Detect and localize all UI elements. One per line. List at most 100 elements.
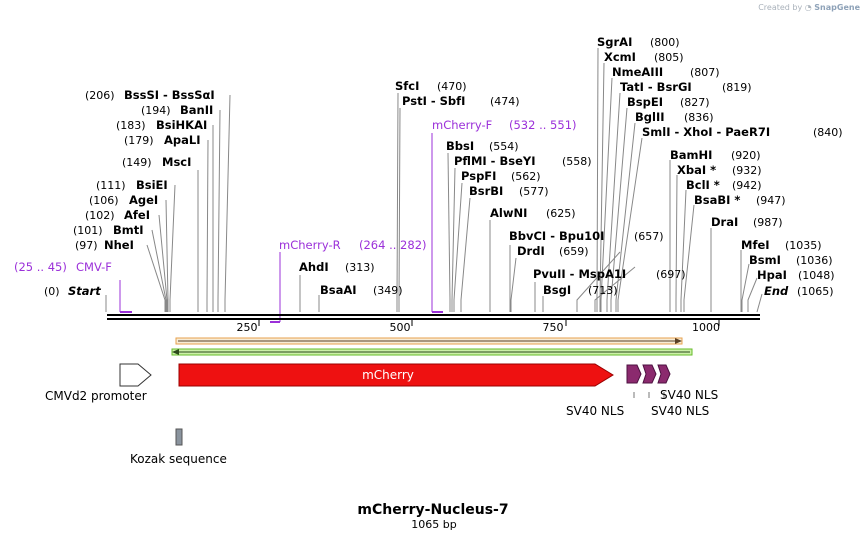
primer-cmv-f-range: (25 .. 45)	[14, 260, 67, 274]
site-pos: (819)	[722, 81, 752, 94]
site-label-pvuii[interactable]: PvuII - MspA1I	[533, 267, 626, 281]
map-title: mCherry-Nucleus-7	[357, 502, 508, 518]
cmvd2-promoter-label: CMVd2 promoter	[45, 389, 147, 403]
site-label-pflmi[interactable]: PflMI - BseYI	[454, 154, 535, 168]
start-label: Start	[68, 284, 101, 298]
site-pos: (800)	[650, 36, 680, 49]
site-label-smli[interactable]: SmlI - XhoI - PaeR7I	[642, 125, 770, 139]
site-pos: (697)	[656, 268, 686, 281]
site-pos: (106)	[89, 194, 119, 207]
site-label-msci[interactable]: MscI	[162, 155, 191, 169]
site-pos: (349)	[373, 284, 403, 297]
site-pos: (657)	[634, 230, 664, 243]
site-label-hpai[interactable]: HpaI	[757, 268, 787, 282]
site-label-alwni[interactable]: AlwNI	[490, 206, 527, 220]
snapgene-logo-icon: ◔	[804, 3, 812, 12]
site-label-nhei[interactable]: NheI	[104, 238, 134, 252]
site-label-agei[interactable]: AgeI	[129, 193, 158, 207]
sv40-nls-3-arrow[interactable]	[657, 364, 671, 384]
site-pos: (97)	[75, 239, 98, 252]
site-label-nmeaiii[interactable]: NmeAIII	[612, 65, 663, 79]
primer-mcherry-r-range: (264 .. 282)	[359, 238, 427, 252]
site-pos: (1036)	[796, 254, 833, 267]
map-length: 1065 bp	[411, 518, 456, 531]
site-group-middle: SfcI (470) PstI - SbfI (474) BbsI (554) …	[395, 79, 686, 297]
orf-forward[interactable]	[175, 337, 683, 345]
site-label-xcmi[interactable]: XcmI	[604, 50, 636, 64]
site-label-bsrbi[interactable]: BsrBI	[469, 184, 503, 198]
site-label-bbsi[interactable]: BbsI	[446, 139, 474, 153]
mcherry-label: mCherry	[362, 368, 414, 382]
site-pos: (111)	[96, 179, 126, 192]
kozak-sequence-box[interactable]	[175, 428, 183, 446]
sequence-backbone	[107, 314, 760, 326]
orf-reverse[interactable]	[171, 348, 693, 356]
site-label-drai[interactable]: DraI	[711, 215, 738, 229]
site-label-bbvci[interactable]: BbvCI - Bpu10I	[509, 229, 604, 243]
site-label-bcli[interactable]: BclI *	[686, 178, 720, 192]
site-pos: (659)	[559, 245, 589, 258]
sv40-nls-label-top: SV40 NLS	[660, 388, 718, 402]
site-pos: (102)	[85, 209, 115, 222]
cmvd2-promoter-arrow[interactable]	[119, 363, 152, 387]
site-pos: (577)	[519, 185, 549, 198]
site-label-afei[interactable]: AfeI	[124, 208, 150, 222]
site-label-tati[interactable]: TatI - BsrGI	[620, 80, 692, 94]
site-label-ahdi[interactable]: AhdI	[299, 260, 329, 274]
primer-leaders	[119, 133, 443, 323]
site-label-bglii[interactable]: BglII	[635, 110, 665, 124]
site-pos: (932)	[732, 164, 762, 177]
site-leader-lines	[105, 47, 763, 313]
sv40-nls-label-right: SV40 NLS	[651, 404, 709, 418]
site-pos: (194)	[141, 104, 171, 117]
site-label-pspfi[interactable]: PspFI	[461, 169, 496, 183]
site-pos: (1035)	[785, 239, 822, 252]
watermark-prefix: Created by	[758, 3, 803, 12]
site-label-bsiei[interactable]: BsiEI	[136, 178, 168, 192]
site-pos: (558)	[562, 155, 592, 168]
tick-label-250: 250	[237, 321, 258, 334]
site-label-bspei[interactable]: BspEI	[627, 95, 663, 109]
site-label-bsgi[interactable]: BsgI	[543, 283, 571, 297]
watermark-brand: SnapGene	[814, 3, 860, 12]
site-label-bsmi[interactable]: BsmI	[749, 253, 781, 267]
site-pos: (1048)	[798, 269, 835, 282]
site-pos: (987)	[753, 216, 783, 229]
sv40-nls-2-arrow[interactable]	[642, 364, 657, 384]
site-label-drdi[interactable]: DrdI	[517, 244, 545, 258]
mcherry-feature-arrow[interactable]	[178, 363, 614, 387]
end-label: End	[764, 284, 789, 298]
site-pos: (827)	[680, 96, 710, 109]
site-pos: (183)	[116, 119, 146, 132]
site-pos: (713)	[588, 284, 618, 297]
site-group-left: (97) NheI (101) BmtI (102) AfeI (106) Ag…	[73, 88, 215, 252]
site-pos: (149)	[122, 156, 152, 169]
site-label-mfei[interactable]: MfeI	[741, 238, 770, 252]
site-label-xbai[interactable]: XbaI *	[677, 163, 716, 177]
primer-cmv-f[interactable]: CMV-F	[76, 260, 112, 274]
site-label-apali[interactable]: ApaLI	[164, 133, 201, 147]
site-label-bsihkai[interactable]: BsiHKAI	[156, 118, 207, 132]
site-pos: (470)	[437, 80, 467, 93]
site-pos: (625)	[546, 207, 576, 220]
site-label-bamhi[interactable]: BamHI	[670, 148, 712, 162]
site-label-sfci[interactable]: SfcI	[395, 79, 419, 93]
site-pos: (942)	[732, 179, 762, 192]
site-pos: (206)	[85, 89, 115, 102]
sv40-nls-1-arrow[interactable]	[626, 364, 642, 384]
site-label-sgrai[interactable]: SgrAI	[597, 35, 632, 49]
site-pos: (101)	[73, 224, 103, 237]
snapgene-watermark: Created by ◔ SnapGene	[758, 3, 860, 12]
site-label-banii[interactable]: BanII	[180, 103, 213, 117]
tick-label-500: 500	[390, 321, 411, 334]
site-label-psti[interactable]: PstI - SbfI	[402, 94, 465, 108]
site-pos: (474)	[490, 95, 520, 108]
site-label-bmti[interactable]: BmtI	[113, 223, 144, 237]
site-label-bsabi[interactable]: BsaBI *	[694, 193, 740, 207]
site-label-bsaai[interactable]: BsaAI	[320, 283, 357, 297]
primer-mcherry-f[interactable]: mCherry-F	[432, 118, 492, 132]
primer-mcherry-r[interactable]: mCherry-R	[279, 238, 341, 252]
site-label-bsssi[interactable]: BssSI - BssSαI	[124, 88, 215, 102]
site-pos: (805)	[654, 51, 684, 64]
